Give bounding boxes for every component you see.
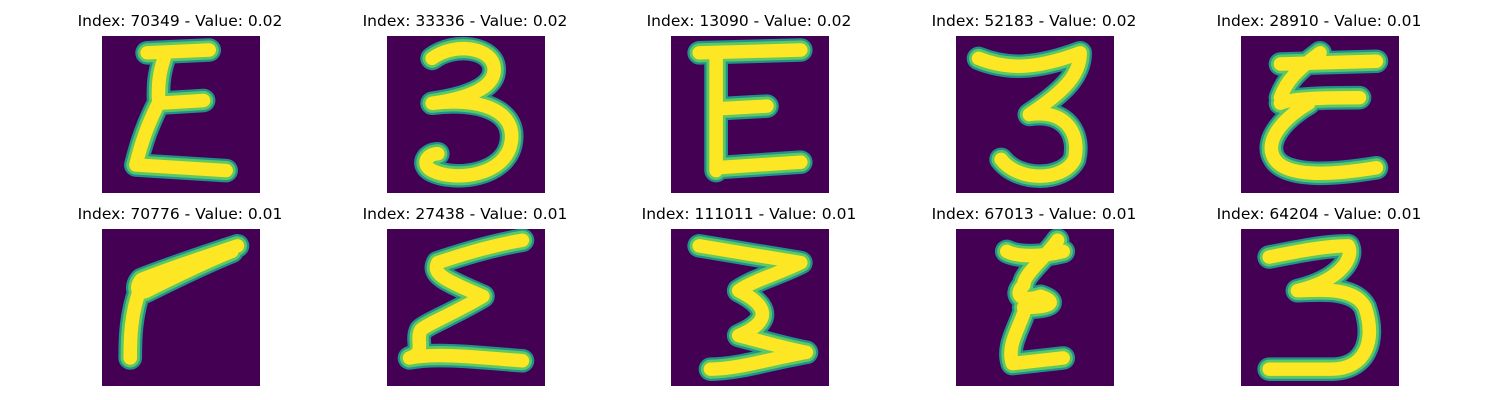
panel-title: Index: 52183 - Value: 0.02 <box>931 12 1137 30</box>
digit-stroke-layer <box>971 46 1087 183</box>
panel-title: Index: 13090 - Value: 0.02 <box>646 12 852 30</box>
panel-title: Index: 67013 - Value: 0.01 <box>931 205 1137 223</box>
digit-image <box>956 36 1114 193</box>
sample-panel-5: Index: 28910 - Value: 0.01 <box>1179 10 1459 200</box>
digit-image <box>671 36 829 193</box>
sample-panel-4: Index: 52183 - Value: 0.02 <box>894 10 1174 200</box>
sample-panel-10: Index: 64204 - Value: 0.01 <box>1179 203 1459 393</box>
sample-panel-1: Index: 70349 - Value: 0.02 <box>40 10 320 200</box>
panel-title: Index: 111011 - Value: 0.01 <box>641 205 857 223</box>
sample-panel-2: Index: 33336 - Value: 0.02 <box>325 10 605 200</box>
panel-title: Index: 33336 - Value: 0.02 <box>362 12 568 30</box>
digit-stroke-layer <box>123 239 245 365</box>
digit-stroke-layer <box>419 41 519 183</box>
panel-title: Index: 28910 - Value: 0.01 <box>1216 12 1422 30</box>
panel-title: Index: 27438 - Value: 0.01 <box>362 205 568 223</box>
digit-stroke-layer <box>1000 233 1070 371</box>
digit-image <box>1241 229 1399 386</box>
digit-stroke-layer <box>1262 239 1376 376</box>
panel-title: Index: 64204 - Value: 0.01 <box>1216 205 1422 223</box>
sample-panel-8: Index: 111011 - Value: 0.01 <box>609 203 889 393</box>
digit-stroke-layer <box>692 239 814 376</box>
sample-panel-3: Index: 13090 - Value: 0.02 <box>609 10 889 200</box>
digit-image <box>387 36 545 193</box>
digit-image <box>387 229 545 386</box>
digit-stroke-layer <box>402 233 530 368</box>
sample-panel-6: Index: 70776 - Value: 0.01 <box>40 203 320 393</box>
digit-image <box>102 36 260 193</box>
sample-panel-7: Index: 27438 - Value: 0.01 <box>325 203 605 393</box>
sample-panel-9: Index: 67013 - Value: 0.01 <box>894 203 1174 393</box>
panel-title: Index: 70776 - Value: 0.01 <box>77 205 283 223</box>
panel-title: Index: 70349 - Value: 0.02 <box>77 12 283 30</box>
digit-image <box>102 229 260 386</box>
digit-stroke-layer <box>1264 46 1384 180</box>
digit-image <box>671 229 829 386</box>
digit-image <box>1241 36 1399 193</box>
digit-image <box>956 229 1114 386</box>
digit-stroke-layer <box>129 43 233 178</box>
digit-stroke-layer <box>692 43 808 178</box>
